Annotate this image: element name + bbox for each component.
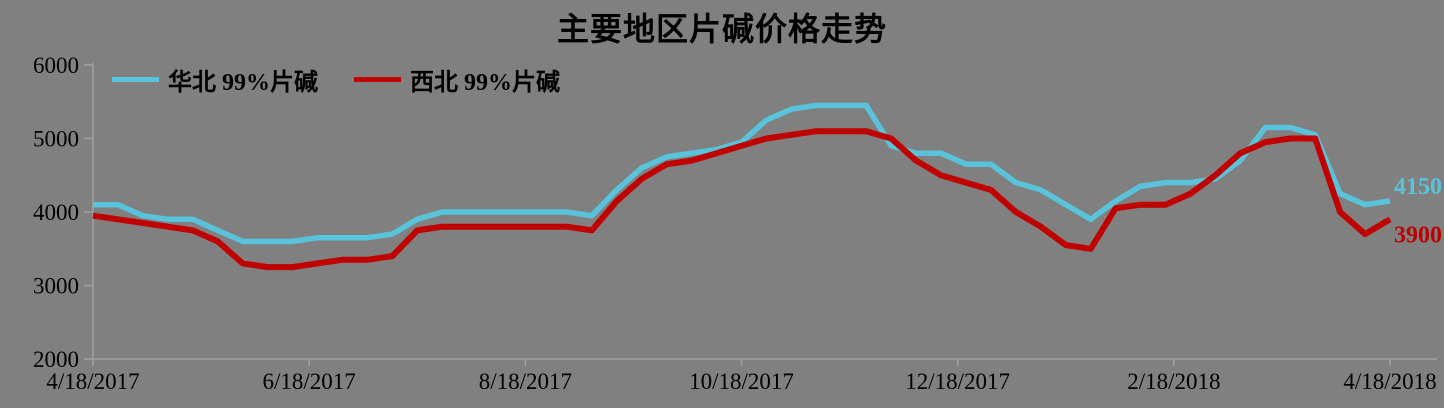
y-tick-label: 2000 — [33, 347, 79, 372]
axis-lines — [92, 63, 1437, 360]
legend-label-huabei: 华北 99%片碱 — [168, 70, 318, 96]
series-line-1 — [92, 128, 1392, 271]
legend-item-xibei: 西北 99%片碱 — [354, 62, 560, 97]
y-tick-label: 3000 — [33, 274, 79, 299]
x-tick-label: 6/18/2017 — [263, 369, 356, 394]
x-tick-label: 10/18/2017 — [689, 369, 794, 394]
legend-swatch-xibei — [354, 77, 401, 82]
x-tick-label: 4/18/2017 — [46, 369, 139, 394]
x-tick-label: 2/18/2018 — [1127, 369, 1220, 394]
x-tick-label: 8/18/2017 — [479, 369, 572, 394]
legend-label-xibei: 西北 99%片碱 — [410, 70, 560, 96]
y-tick-label: 4000 — [33, 200, 79, 225]
legend-item-huabei: 华北 99%片碱 — [112, 62, 318, 97]
y-tick-label: 6000 — [33, 53, 79, 78]
legend-swatch-huabei — [112, 77, 159, 82]
x-tick-label: 4/18/2018 — [1343, 369, 1436, 394]
series-end-label-0: 4150 — [1394, 174, 1442, 200]
series-end-label-1: 3900 — [1394, 222, 1442, 248]
legend: 华北 99%片碱 西北 99%片碱 — [112, 62, 560, 97]
y-tick-label: 5000 — [33, 127, 79, 152]
x-tick-label: 12/18/2017 — [905, 369, 1010, 394]
series-line-0 — [93, 102, 1391, 245]
chart-title: 主要地区片碱价格走势 — [556, 11, 887, 47]
